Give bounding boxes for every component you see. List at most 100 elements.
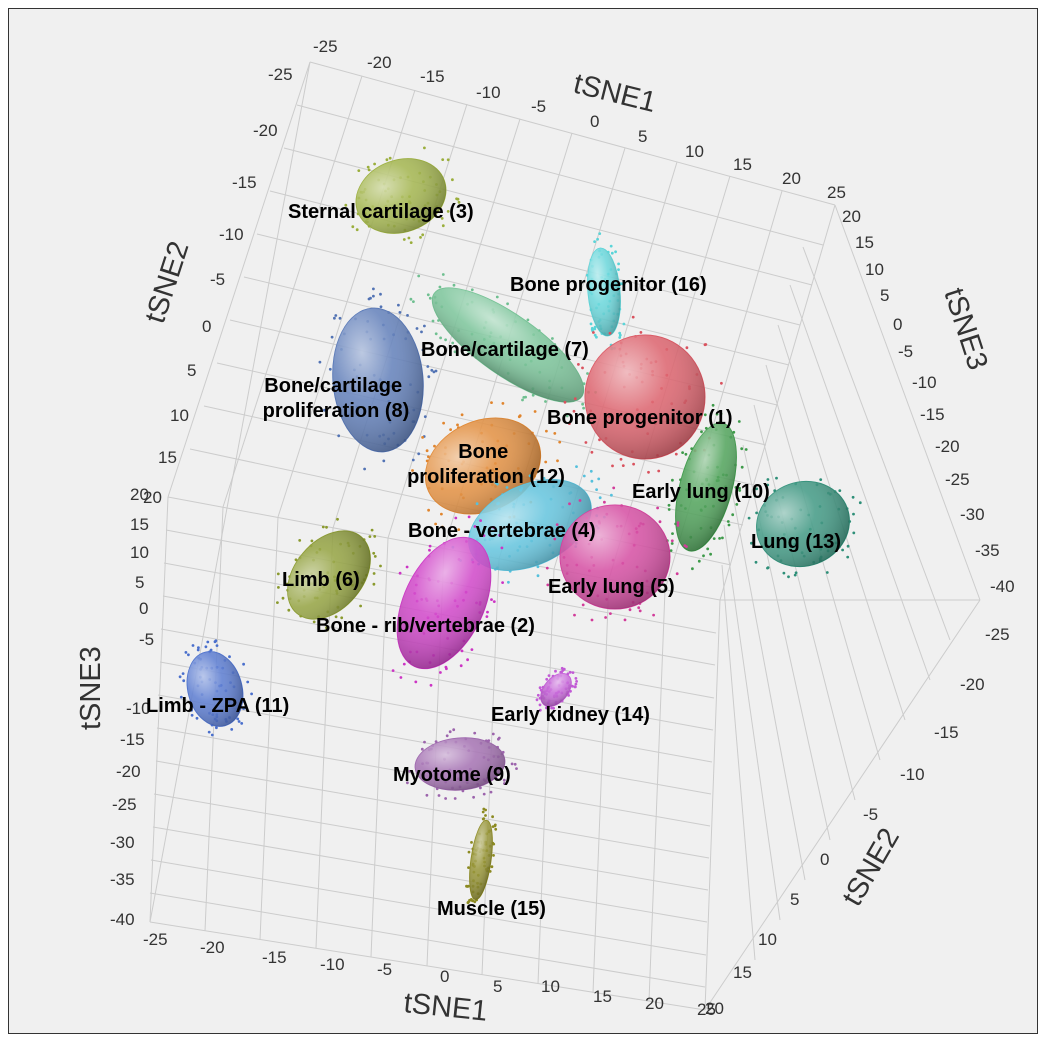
- cluster-ellipsoid-shading: [415, 737, 505, 791]
- data-point: [593, 240, 596, 244]
- data-point: [465, 884, 468, 888]
- tick-label: -15: [120, 730, 145, 749]
- data-point: [617, 262, 620, 266]
- data-point: [726, 520, 730, 523]
- data-point: [472, 795, 475, 799]
- tick-label: -25: [112, 795, 137, 814]
- tick-label: -15: [420, 67, 445, 86]
- data-point: [187, 653, 190, 657]
- data-point: [437, 794, 441, 797]
- data-point: [453, 350, 457, 354]
- data-point: [526, 318, 530, 322]
- data-point: [484, 808, 487, 812]
- data-point: [406, 314, 409, 317]
- data-point: [517, 415, 521, 419]
- data-point: [452, 283, 456, 287]
- cluster-ellipsoid-shading: [540, 673, 572, 707]
- data-point: [667, 503, 671, 507]
- data-point: [409, 297, 413, 301]
- data-point: [407, 236, 411, 240]
- tick-label: 5: [638, 127, 647, 146]
- tick-label: 20: [143, 488, 162, 507]
- data-point: [603, 500, 606, 504]
- data-point: [521, 398, 524, 402]
- cluster-label: Limb (6): [282, 569, 360, 591]
- data-point: [190, 708, 194, 712]
- data-point: [846, 555, 850, 559]
- data-point: [513, 762, 517, 766]
- data-point: [492, 854, 495, 857]
- data-point: [330, 335, 334, 339]
- data-point: [459, 664, 463, 668]
- data-point: [242, 662, 246, 666]
- tick-label: 20: [705, 999, 724, 1018]
- data-point: [610, 251, 614, 255]
- data-point: [538, 708, 542, 712]
- data-point: [553, 432, 557, 435]
- cluster-label: Bone - rib/vertebrae (2): [316, 615, 535, 637]
- data-point: [544, 460, 548, 464]
- data-point: [535, 698, 539, 702]
- data-point: [456, 423, 459, 427]
- cluster-15: [406, 728, 518, 800]
- data-point: [755, 511, 758, 515]
- data-point: [766, 483, 770, 487]
- data-point: [441, 273, 445, 276]
- data-point: [409, 241, 413, 245]
- data-point: [675, 572, 679, 576]
- data-point: [434, 369, 438, 373]
- data-point: [373, 162, 376, 166]
- data-point: [446, 210, 450, 213]
- data-point: [215, 726, 218, 730]
- data-point: [325, 626, 328, 630]
- data-point: [427, 375, 431, 379]
- cluster-label: Early lung (10): [632, 481, 770, 503]
- data-point: [421, 233, 425, 237]
- data-point: [544, 400, 547, 403]
- data-point: [379, 305, 383, 309]
- tick-label: 15: [733, 963, 752, 982]
- data-point: [385, 158, 389, 162]
- data-point: [596, 237, 599, 241]
- tick-label: -10: [219, 225, 244, 244]
- data-point: [595, 335, 598, 339]
- data-point: [706, 547, 710, 551]
- data-point: [425, 793, 429, 797]
- data-point: [473, 525, 477, 528]
- data-point: [423, 740, 426, 744]
- data-point: [685, 346, 689, 350]
- tick-label: -5: [863, 805, 878, 824]
- tick-label: 10: [758, 930, 777, 949]
- axis-title-tsne2-left: tSNE2: [139, 238, 195, 328]
- data-point: [614, 250, 617, 254]
- data-point: [702, 554, 705, 558]
- data-point: [470, 288, 474, 292]
- data-point: [426, 293, 430, 297]
- data-point: [647, 470, 650, 474]
- data-point: [230, 728, 234, 731]
- data-point: [575, 465, 578, 468]
- tick-label: 10: [541, 977, 560, 996]
- data-point: [623, 618, 627, 622]
- data-point: [379, 564, 382, 568]
- data-point: [852, 512, 855, 516]
- data-point: [582, 474, 586, 478]
- data-point: [782, 571, 786, 575]
- tick-label: 5: [135, 573, 144, 592]
- data-point: [357, 169, 361, 173]
- data-point: [453, 797, 457, 800]
- cluster-label: Muscle (15): [437, 898, 546, 920]
- data-point: [676, 521, 680, 525]
- cluster-ellipsoid-shading: [756, 481, 850, 567]
- data-point: [506, 770, 510, 773]
- data-point: [408, 483, 412, 487]
- data-point: [554, 669, 557, 673]
- data-point: [825, 571, 829, 574]
- data-point: [372, 551, 376, 555]
- data-point: [718, 537, 721, 540]
- data-point: [421, 436, 424, 439]
- data-point: [568, 422, 571, 425]
- cluster-7: [665, 403, 748, 571]
- data-point: [475, 502, 479, 506]
